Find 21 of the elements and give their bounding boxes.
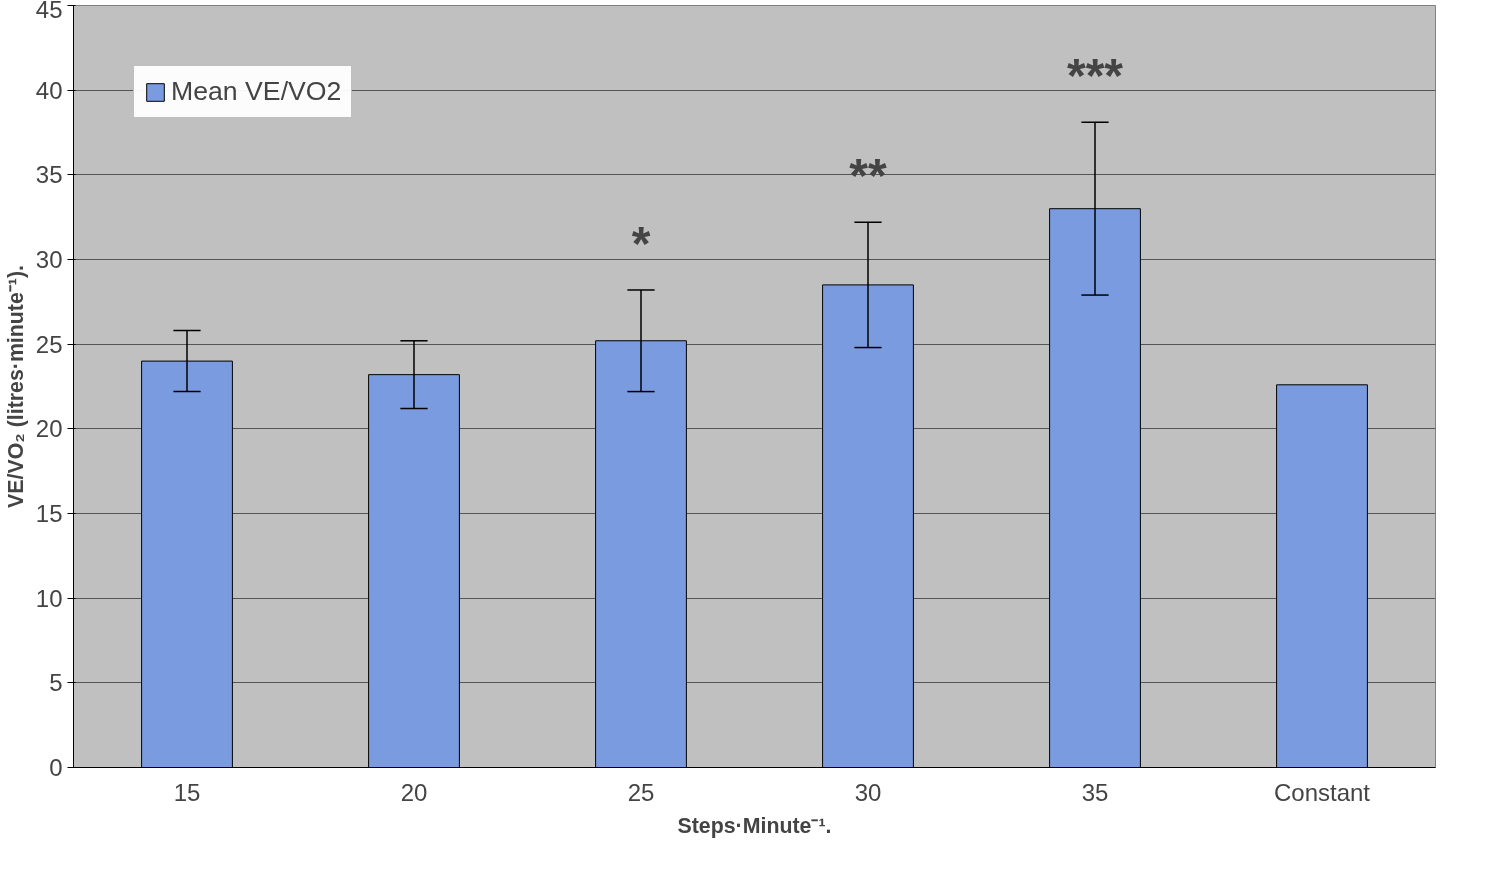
y-axis-title: VE/VO₂ (litres·minute⁻¹). bbox=[3, 265, 28, 508]
y-tick-label: 15 bbox=[35, 500, 63, 527]
x-tick-label: 15 bbox=[173, 778, 201, 806]
x-tick-label: 35 bbox=[1081, 778, 1109, 806]
y-tick-label: 35 bbox=[35, 161, 63, 189]
x-tick-label: 25 bbox=[627, 778, 655, 806]
x-tick-label: 20 bbox=[400, 778, 428, 806]
y-tick-label: 10 bbox=[35, 584, 63, 612]
y-tick-label: 45 bbox=[35, 0, 63, 23]
y-tick-label: 5 bbox=[49, 669, 63, 697]
x-axis-title: Steps·Minute⁻¹. bbox=[677, 813, 832, 838]
y-tick-label: 0 bbox=[49, 754, 63, 781]
y-tick-label: 40 bbox=[35, 76, 63, 104]
annotation: * bbox=[631, 216, 651, 270]
x-tick-label: Constant bbox=[1273, 778, 1371, 806]
legend-label: Mean VE/VO2 bbox=[171, 76, 342, 107]
x-tick-label: 30 bbox=[854, 778, 882, 806]
y-tick-label: 20 bbox=[35, 415, 63, 443]
annotation: *** bbox=[1066, 49, 1124, 103]
y-tick-label: 25 bbox=[35, 330, 63, 358]
y-tick-label: 30 bbox=[35, 246, 63, 273]
